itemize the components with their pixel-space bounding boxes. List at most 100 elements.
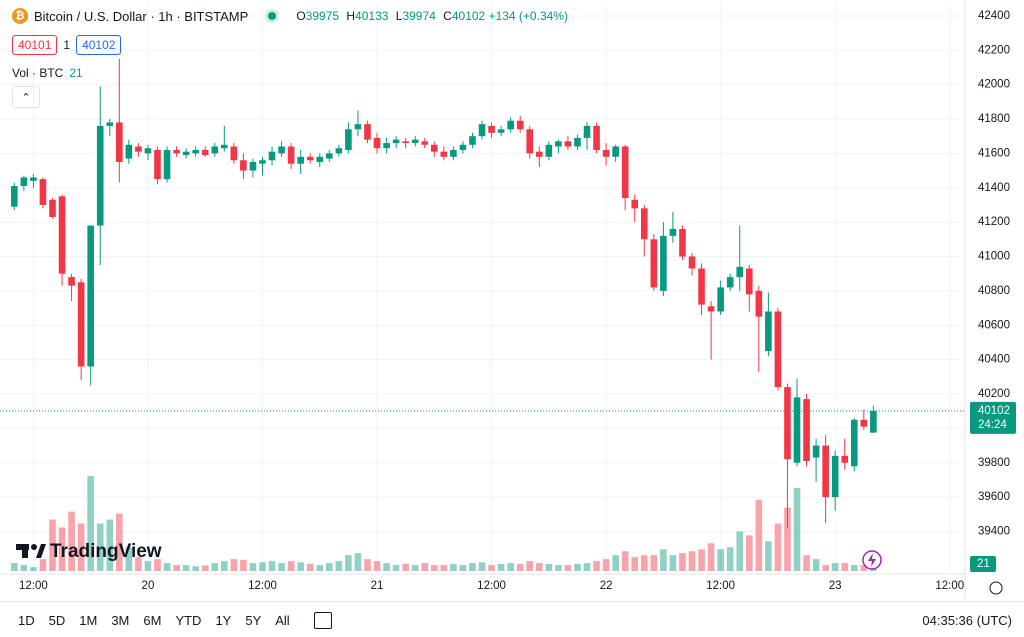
volume-bar	[765, 541, 772, 571]
volume-bar	[39, 559, 47, 571]
y-tick-label: 41000	[978, 251, 1010, 263]
x-tick-label: 12:00	[935, 580, 964, 592]
candle-body	[154, 149, 161, 180]
volume-bar	[707, 543, 715, 571]
chart: 3940039600398004000040200404004060040800…	[0, 0, 1016, 600]
volume-bar	[287, 561, 295, 571]
coin-icon: ₿	[12, 8, 28, 24]
candle-body	[87, 225, 94, 367]
y-tick-label: 40600	[978, 319, 1010, 331]
logo-mark	[31, 544, 37, 550]
range-button[interactable]: 1M	[79, 612, 98, 628]
volume-bar	[631, 557, 639, 571]
candle-body	[364, 124, 371, 140]
candle-body	[30, 177, 37, 181]
y-tick-label: 41200	[978, 216, 1010, 228]
date-range-button[interactable]	[313, 611, 332, 629]
volume-bar	[87, 476, 94, 571]
candle-body	[116, 122, 123, 162]
candle-body	[679, 228, 686, 257]
volume-bar	[583, 563, 591, 571]
volume-bar	[316, 565, 324, 571]
range-button[interactable]: YTD	[175, 612, 202, 628]
volume-bar	[163, 563, 171, 571]
logo-mark	[22, 544, 28, 558]
volume-bar	[660, 549, 667, 571]
last-price-tag	[970, 401, 1016, 434]
volume-bar	[698, 549, 705, 571]
volume-bar	[430, 565, 438, 571]
volume-tag	[970, 556, 996, 572]
volume-bar	[726, 547, 734, 571]
volume-bar	[192, 566, 199, 571]
volume-bar	[650, 555, 658, 571]
candle-body	[860, 419, 868, 427]
candle-body	[516, 120, 524, 130]
bid-button[interactable]: 40101	[12, 35, 58, 55]
h-value: 40133	[355, 9, 389, 23]
volume-bar	[240, 559, 247, 571]
range-button[interactable]: 5D	[48, 612, 66, 628]
symbol-title[interactable]: Bitcoin / U.S. Dollar · 1h · BITSTAMP	[34, 8, 249, 24]
y-tick-label: 40200	[978, 388, 1010, 400]
volume-bar	[860, 565, 868, 571]
candle-body	[383, 143, 390, 149]
last-price-label: 40102	[978, 405, 1010, 417]
candle-body	[354, 124, 362, 130]
settings-button[interactable]	[989, 581, 1003, 595]
candle-body	[411, 139, 419, 144]
candle-body	[745, 268, 753, 295]
candle-body	[478, 124, 486, 137]
volume-bar	[11, 563, 18, 571]
alert-icon	[868, 553, 876, 567]
candle-body	[326, 153, 333, 159]
candle-body	[106, 122, 114, 126]
candle-body	[497, 129, 505, 133]
y-tick-label: 40800	[978, 285, 1010, 297]
volume-bar	[211, 563, 219, 571]
candle-body	[192, 149, 199, 154]
candle-body	[526, 129, 534, 154]
candle-body	[335, 148, 343, 154]
ohlc: O39975 H40133 L39974 C40102 +134 (+0.34%…	[292, 9, 568, 23]
candle-body	[173, 149, 180, 154]
volume-bar	[621, 551, 629, 571]
volume-bar	[154, 559, 161, 571]
volume-bar	[201, 565, 209, 571]
volume-bar	[831, 563, 839, 571]
volume-bar	[306, 563, 314, 571]
candle-body	[850, 419, 858, 467]
candle-body	[612, 146, 619, 157]
candle-body	[650, 239, 658, 288]
range-button[interactable]: 3M	[111, 612, 130, 628]
volume-bar	[812, 559, 820, 571]
candle-body	[230, 146, 238, 161]
y-tick-label: 39600	[978, 491, 1010, 503]
ask-button[interactable]: 40102	[76, 35, 122, 55]
candle-body	[221, 144, 228, 149]
volume-bar	[717, 549, 724, 571]
y-tick-label: 40400	[978, 354, 1010, 366]
change: +134 (+0.34%)	[488, 9, 568, 23]
candle-body	[249, 161, 257, 171]
volume-bar	[822, 565, 829, 571]
l-label: L	[395, 9, 403, 23]
candle-body	[488, 125, 495, 133]
y-tick-label: 39800	[978, 457, 1010, 469]
candle-body	[297, 156, 304, 164]
clock: 04:35:36 (UTC)	[922, 612, 1012, 628]
candle-body	[555, 141, 562, 147]
volume-bar	[20, 565, 28, 571]
candle-body	[421, 141, 429, 145]
range-button[interactable]: All	[275, 612, 290, 628]
range-button[interactable]: 1D	[18, 612, 35, 628]
volume-bar	[116, 513, 123, 571]
collapse-button[interactable]: ⌃	[12, 86, 40, 108]
market-status	[268, 12, 277, 20]
volume-bar	[173, 565, 180, 571]
candle-body	[49, 199, 56, 217]
range-button[interactable]: 6M	[143, 612, 162, 628]
candle-body	[259, 160, 266, 164]
range-button[interactable]: 1Y	[215, 612, 232, 628]
range-button[interactable]: 5Y	[245, 612, 262, 628]
